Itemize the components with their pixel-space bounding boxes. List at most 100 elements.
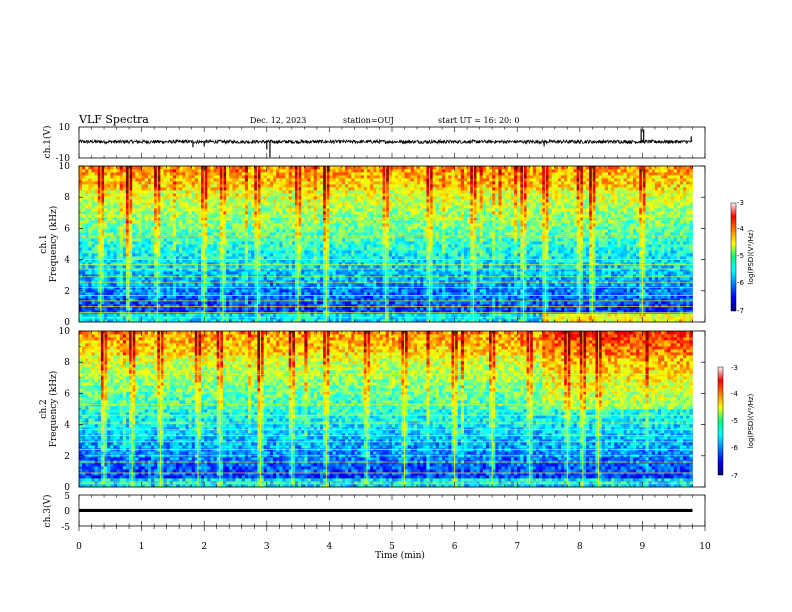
- spectrogram-cell: [341, 259, 346, 263]
- spectrogram-cell: [320, 241, 324, 245]
- spectrogram-cell: [238, 268, 243, 272]
- spectrogram-cell: [176, 307, 180, 311]
- spectrogram-cell: [100, 253, 105, 257]
- spectrogram-cell: [201, 265, 205, 269]
- spectrogram-cell: [97, 277, 102, 281]
- spectrogram-cell: [213, 271, 218, 275]
- spectrogram-cell: [179, 166, 183, 170]
- spectrogram-cell: [294, 280, 299, 284]
- spectrogram-cell: [150, 244, 155, 248]
- spectrogram-cell: [304, 172, 308, 176]
- spectrogram-cell: [110, 232, 114, 236]
- spectrogram-cell: [266, 181, 271, 185]
- spectrogram-cell: [147, 220, 152, 224]
- spectrogram-cell: [294, 301, 299, 305]
- spectrogram-cell: [269, 208, 274, 212]
- spectrogram-cell: [276, 175, 280, 179]
- spectrogram-cell: [266, 310, 271, 314]
- spectrogram-cell: [150, 256, 155, 260]
- spectrogram-cell: [301, 250, 305, 254]
- spectrogram-cell: [257, 172, 261, 176]
- spectrogram-cell: [335, 277, 340, 281]
- spectrogram-cell: [285, 217, 290, 221]
- spectrogram-cell: [235, 238, 240, 242]
- spectrogram-cell: [257, 295, 261, 299]
- spectrogram-cell: [204, 256, 208, 260]
- spectrogram-cell: [260, 244, 265, 248]
- spectrogram-cell: [360, 310, 365, 314]
- spectrogram-cell: [266, 316, 271, 320]
- spectrogram-cell: [341, 172, 346, 176]
- spectrogram-cell: [326, 232, 330, 236]
- spectrogram-cell: [213, 232, 218, 236]
- spectrogram-cell: [279, 268, 283, 272]
- spectrogram-cell: [304, 250, 308, 254]
- spectrogram-cell: [257, 217, 261, 221]
- spectrogram-cell: [351, 223, 355, 227]
- spectrogram-cell: [104, 307, 108, 311]
- spectrogram-cell: [279, 190, 283, 194]
- spectrogram-cell: [191, 268, 196, 272]
- spectrogram-cell: [182, 202, 186, 206]
- spectrogram-cell: [291, 313, 296, 317]
- spectrogram-cell: [179, 175, 183, 179]
- spectrogram-cell: [213, 238, 218, 242]
- spectrogram-cell: [179, 178, 183, 182]
- spectrogram-cell: [370, 202, 374, 206]
- spectrogram-cell: [147, 256, 152, 260]
- spectrogram-cell: [210, 295, 214, 299]
- spectrogram-cell: [94, 217, 99, 221]
- spectrogram-cell: [79, 313, 83, 317]
- spectrogram-cell: [345, 244, 349, 248]
- spectrogram-cell: [238, 250, 243, 254]
- spectrogram-cell: [179, 277, 183, 281]
- spectrogram-cell: [301, 271, 305, 275]
- spectrogram-cell: [348, 208, 352, 212]
- spectrogram-cell: [291, 295, 296, 299]
- spectrogram-cell: [238, 211, 243, 215]
- spectrogram-cell: [197, 196, 202, 200]
- spectrogram-cell: [348, 229, 352, 233]
- spectrogram-cell: [207, 271, 211, 275]
- spectrogram-cell: [188, 319, 193, 323]
- spectrogram-cell: [210, 253, 214, 257]
- spectrogram-cell: [360, 271, 365, 275]
- spectrogram-cell: [370, 208, 374, 212]
- spectrogram-cell: [326, 277, 330, 281]
- spectrogram-cell: [345, 238, 349, 242]
- spectrogram-cell: [213, 241, 218, 245]
- spectrogram-cell: [125, 208, 130, 212]
- spectrogram-cell: [232, 304, 236, 308]
- spectrogram-cell: [201, 232, 205, 236]
- spectrogram-cell: [104, 187, 108, 191]
- spectrogram-cell: [376, 253, 380, 257]
- spectrogram-cell: [266, 223, 271, 227]
- spectrogram-cell: [210, 241, 214, 245]
- spectrogram-cell: [169, 241, 174, 245]
- spectrogram-cell: [370, 205, 374, 209]
- spectrogram-cell: [204, 277, 208, 281]
- spectrogram-cell: [150, 313, 155, 317]
- spectrogram-cell: [201, 250, 205, 254]
- spectrogram-cell: [213, 217, 218, 221]
- spectrogram-cell: [323, 172, 327, 176]
- spectrogram-cell: [360, 295, 365, 299]
- spectrogram-cell: [222, 301, 227, 305]
- spectrogram-cell: [251, 304, 255, 308]
- spectrogram-cell: [335, 319, 340, 323]
- spectrogram-cell: [238, 205, 243, 209]
- spectrogram-cell: [310, 232, 315, 236]
- spectrogram-cell: [160, 295, 164, 299]
- spectrogram-cell: [313, 223, 318, 227]
- spectrogram-cell: [307, 238, 312, 242]
- spectrogram-cell: [138, 208, 142, 212]
- spectrogram-cell: [251, 307, 255, 311]
- spectrogram-cell: [226, 217, 230, 221]
- spectrogram-cell: [335, 289, 340, 293]
- spectrogram-cell: [241, 283, 246, 287]
- spectrogram-cell: [135, 205, 139, 209]
- spectrogram-cell: [269, 259, 274, 263]
- spectrogram-cell: [197, 211, 202, 215]
- spectrogram-cell: [307, 217, 312, 221]
- spectrogram-cell: [348, 217, 352, 221]
